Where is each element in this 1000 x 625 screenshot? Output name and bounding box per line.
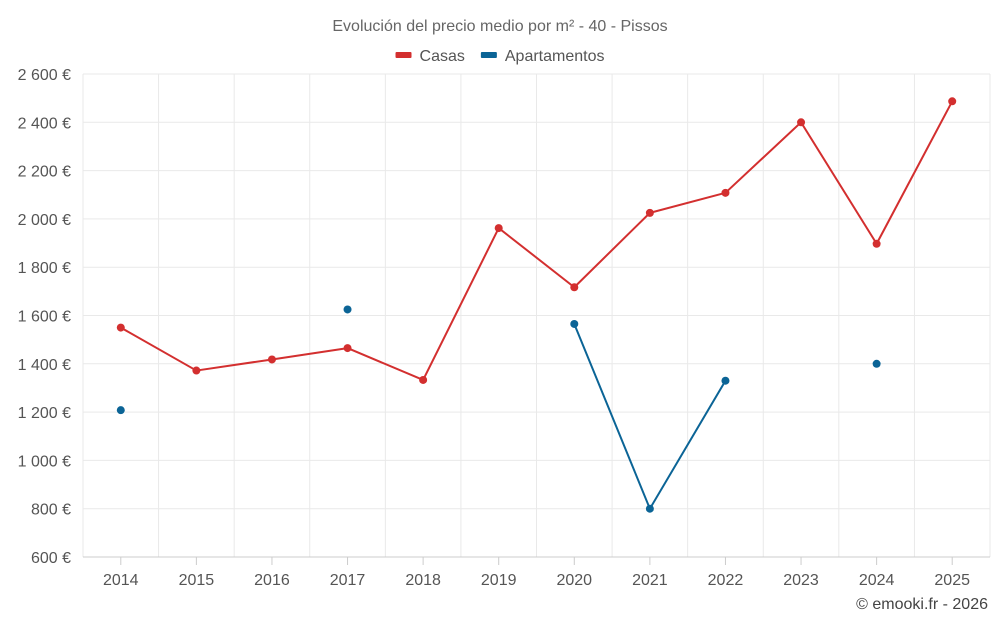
data-point-apartamentos[interactable] (570, 319, 579, 328)
y-tick-label: 600 € (31, 550, 71, 567)
legend-label: Casas (420, 48, 465, 65)
data-point-casas[interactable] (948, 97, 957, 106)
credit-text: © emooki.fr - 2026 (856, 596, 988, 613)
x-tick-label: 2017 (330, 572, 366, 589)
data-point-apartamentos[interactable] (343, 305, 352, 314)
y-tick-label: 2 200 € (18, 164, 71, 181)
y-tick-label: 2 000 € (18, 212, 71, 229)
x-tick-label: 2021 (632, 572, 668, 589)
series-layer (116, 97, 957, 513)
data-point-casas[interactable] (872, 239, 881, 248)
y-tick-label: 2 400 € (18, 115, 71, 132)
data-point-casas[interactable] (419, 375, 428, 384)
y-gridlines (83, 73, 990, 558)
chart-title: Evolución del precio medio por m² - 40 -… (332, 18, 667, 35)
data-point-casas[interactable] (721, 188, 730, 197)
y-tick-label: 1 200 € (18, 405, 71, 422)
legend-swatch (395, 52, 412, 58)
x-tick-label: 2024 (859, 572, 895, 589)
x-tick-label: 2025 (934, 572, 970, 589)
x-tick-label: 2018 (405, 572, 441, 589)
x-tick-label: 2016 (254, 572, 290, 589)
data-point-casas[interactable] (116, 323, 125, 332)
y-tick-label: 2 600 € (18, 67, 71, 84)
x-tick-label: 2020 (556, 572, 592, 589)
x-tick-label: 2019 (481, 572, 517, 589)
x-tick-label: 2014 (103, 572, 139, 589)
data-point-casas[interactable] (797, 118, 806, 127)
y-axis-ticks: 600 € 800 € 1 000 € 1 200 € 1 400 € 1 600 € 1 … (18, 67, 71, 567)
legend-item-casas[interactable]: Casas (395, 48, 465, 65)
legend-swatch (480, 52, 497, 58)
legend-label: Apartamentos (505, 48, 605, 65)
y-tick-label: 1 000 € (18, 453, 71, 470)
legend-item-apartamentos[interactable]: Apartamentos (480, 48, 605, 65)
data-point-apartamentos[interactable] (645, 504, 654, 513)
y-tick-label: 1 600 € (18, 309, 71, 326)
y-tick-label: 800 € (31, 502, 71, 519)
data-point-casas[interactable] (645, 208, 654, 217)
series-apartamentos (116, 305, 881, 513)
data-point-casas[interactable] (192, 366, 201, 375)
y-tick-label: 1 800 € (18, 260, 71, 277)
data-point-apartamentos[interactable] (721, 376, 730, 385)
series-casas (116, 97, 957, 384)
legend: Casas Apartamentos (395, 48, 605, 65)
data-point-casas[interactable] (267, 355, 276, 364)
x-tick-label: 2015 (179, 572, 215, 589)
data-point-casas[interactable] (343, 344, 352, 353)
data-point-casas[interactable] (494, 224, 503, 233)
y-tick-label: 1 400 € (18, 357, 71, 374)
data-point-apartamentos[interactable] (116, 406, 125, 415)
x-axis-ticks: 2014 2015 2016 2017 2018 2019 2020 2021 2022 2023… (103, 557, 970, 589)
data-point-casas[interactable] (570, 283, 579, 292)
series-line-apartamentos (573, 322, 727, 510)
series-line-casas (119, 100, 954, 381)
x-tick-label: 2022 (708, 572, 744, 589)
data-point-apartamentos[interactable] (872, 359, 881, 368)
x-tick-label: 2023 (783, 572, 819, 589)
